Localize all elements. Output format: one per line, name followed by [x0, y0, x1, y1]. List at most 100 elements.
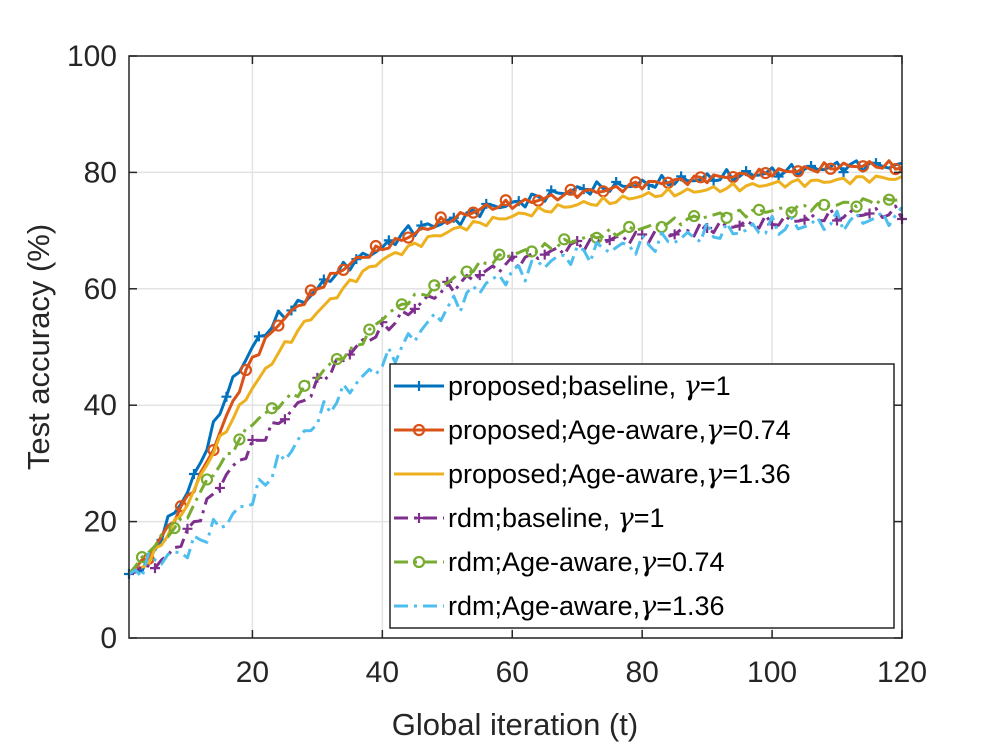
data-point — [493, 248, 506, 261]
legend-label: proposed;Age-aware,γ=0.74 — [448, 415, 791, 446]
data-point — [734, 220, 745, 231]
data-point — [824, 162, 837, 175]
legend-marker — [414, 381, 424, 391]
data-point — [330, 352, 343, 366]
legend-label: proposed;baseline, γ=1 — [448, 371, 731, 402]
data-point — [272, 319, 285, 332]
y-tick-label: 80 — [84, 156, 117, 189]
data-point — [558, 233, 571, 246]
x-tick-label: 80 — [625, 656, 658, 689]
data-point — [428, 279, 441, 292]
data-point — [832, 215, 843, 226]
data-point — [694, 171, 707, 184]
x-tick-label: 20 — [236, 656, 269, 689]
data-point — [233, 433, 246, 446]
y-tick-label: 20 — [84, 506, 117, 539]
data-point — [253, 331, 264, 342]
legend-item: rdm;Age-aware,γ=0.74 — [394, 547, 725, 578]
data-point — [239, 363, 253, 377]
data-point — [539, 249, 550, 260]
data-point — [182, 523, 193, 534]
data-point — [856, 160, 870, 173]
data-point — [525, 245, 538, 258]
data-point — [474, 270, 485, 281]
legend-label: rdm;baseline, γ=1 — [448, 503, 665, 534]
data-point — [265, 402, 279, 415]
data-point — [221, 391, 232, 402]
data-point — [369, 239, 382, 253]
data-point — [188, 469, 199, 480]
legend-item: rdm;Age-aware,γ=1.36 — [394, 591, 725, 622]
x-tick-label: 120 — [877, 656, 927, 689]
data-point — [304, 284, 317, 297]
legend-box — [389, 363, 895, 629]
y-tick-label: 0 — [100, 622, 117, 655]
data-point — [200, 473, 214, 486]
data-point — [720, 211, 733, 224]
data-point — [623, 220, 636, 234]
data-point — [383, 235, 394, 246]
data-point — [564, 183, 577, 196]
data-point — [669, 229, 680, 240]
data-point — [434, 211, 447, 224]
x-tick-label: 60 — [496, 656, 529, 689]
legend-marker — [414, 513, 424, 523]
data-point — [402, 231, 415, 244]
data-point — [337, 263, 350, 277]
data-point — [363, 323, 376, 336]
data-point — [688, 209, 701, 223]
data-point — [838, 167, 849, 178]
x-tick-label: 40 — [366, 656, 399, 689]
legend-item: proposed;Age-aware,γ=0.74 — [394, 415, 791, 446]
data-point — [298, 379, 311, 392]
series-line-4 — [127, 195, 903, 575]
data-point — [604, 235, 615, 246]
axis-ticks: 20 40 60 80 100 120 0 20 40 60 80 100 — [67, 40, 927, 689]
plot-area-frame — [128, 55, 903, 639]
legend-marker — [412, 555, 426, 569]
legend-item: proposed;Age-aware,γ=1.36 — [394, 459, 791, 490]
data-point — [467, 206, 480, 219]
data-point — [247, 434, 258, 445]
series-2 — [128, 174, 903, 576]
legend-label: rdm;Age-aware,γ=0.74 — [448, 547, 725, 578]
data-point — [864, 208, 875, 219]
data-point — [214, 482, 225, 493]
legend-label: proposed;Age-aware,γ=1.36 — [448, 459, 791, 490]
y-tick-label: 100 — [67, 40, 117, 73]
y-tick-label: 60 — [84, 273, 117, 306]
legend-marker — [412, 423, 426, 437]
y-tick-label: 40 — [84, 389, 117, 422]
series-line-2 — [128, 174, 903, 576]
data-point — [532, 194, 545, 207]
series-3 — [128, 204, 907, 576]
data-point — [168, 521, 181, 535]
x-axis-label: Global iteration (t) — [392, 707, 638, 742]
legend-item: rdm;baseline, γ=1 — [394, 503, 665, 534]
grid-lines — [129, 55, 903, 639]
x-tick-label: 100 — [747, 656, 797, 689]
series-5 — [128, 206, 904, 579]
data-point — [409, 303, 420, 314]
data-point — [759, 166, 772, 180]
data-point — [889, 163, 902, 176]
data-point — [460, 265, 473, 278]
data-point — [149, 563, 160, 574]
series-line-1 — [128, 159, 903, 576]
legend-item: proposed;baseline, γ=1 — [394, 371, 731, 402]
series-layer — [124, 158, 907, 579]
data-point — [817, 198, 831, 211]
y-axis-label: Test accuracy (%) — [21, 224, 56, 470]
data-point — [882, 193, 896, 206]
data-point — [791, 165, 805, 178]
data-point — [499, 194, 512, 207]
series-line-5 — [128, 206, 904, 579]
legend: proposed;baseline, γ=1 proposed;Age-aware… — [389, 363, 895, 629]
data-point — [850, 200, 863, 213]
data-point — [279, 414, 290, 425]
legend-label: rdm;Age-aware,γ=1.36 — [448, 591, 725, 622]
data-point — [799, 214, 810, 225]
data-point — [629, 176, 642, 189]
data-point — [395, 298, 408, 311]
